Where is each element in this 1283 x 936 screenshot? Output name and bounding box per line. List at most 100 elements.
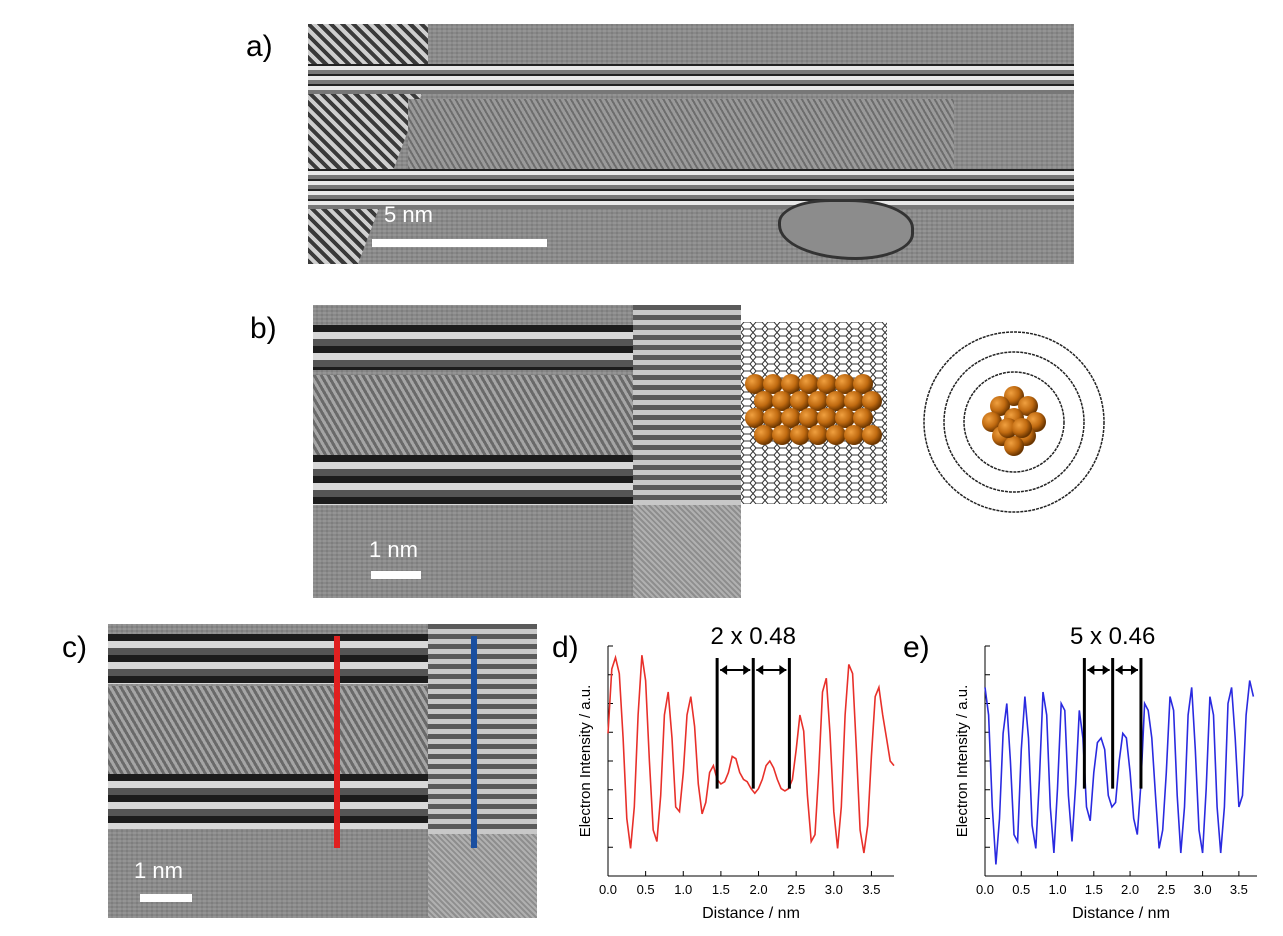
atom <box>853 408 873 428</box>
arrow-head <box>1130 665 1138 675</box>
arrow-head <box>756 665 764 675</box>
atom-cluster <box>745 374 882 445</box>
atom <box>754 391 774 411</box>
atom <box>844 425 864 445</box>
panel-label-d: d) <box>552 631 579 664</box>
nanotube-core <box>313 375 633 460</box>
atom <box>790 391 810 411</box>
spacing-annotation: 5 x 0.46 <box>1070 623 1155 650</box>
x-tick-label: 2.5 <box>787 882 805 897</box>
x-tick-label: 0.5 <box>1012 882 1030 897</box>
atom <box>772 425 792 445</box>
atom <box>835 374 855 394</box>
x-tick-label: 3.5 <box>1230 882 1248 897</box>
atom <box>1018 396 1038 416</box>
atom <box>781 408 801 428</box>
chart-d: 0.0 0.5 1.0 1.5 2.0 2.5 3.0 3.5 Distance / nm Ele… <box>577 623 895 922</box>
series-line <box>607 654 895 854</box>
vacuum-region <box>428 834 537 918</box>
tem-image-a: 5 nm <box>308 24 1074 264</box>
nanotube-core <box>408 99 954 169</box>
atom <box>844 391 864 411</box>
atom <box>817 408 837 428</box>
atom <box>808 425 828 445</box>
x-tick-label: 3.0 <box>825 882 843 897</box>
vacuum-region <box>633 505 741 598</box>
atom <box>853 374 873 394</box>
x-tick-label: 2.0 <box>1121 882 1139 897</box>
line-profile-blue <box>471 636 477 848</box>
tube-wall-middle <box>943 351 1085 493</box>
arrow-head <box>1115 665 1123 675</box>
x-tick-label: 0.0 <box>599 882 617 897</box>
x-tick-label: 3.0 <box>1194 882 1212 897</box>
x-tick-label: 0.0 <box>976 882 994 897</box>
atom <box>862 391 882 411</box>
x-tick-label: 0.5 <box>637 882 655 897</box>
arrow-head <box>743 665 751 675</box>
spacing-annotation: 2 x 0.48 <box>711 623 796 650</box>
atom <box>990 396 1010 416</box>
atom <box>799 374 819 394</box>
x-tick-label: 2.0 <box>749 882 767 897</box>
nanotube-wall-bottom <box>313 455 633 505</box>
x-axis-label: Distance / nm <box>1072 905 1170 922</box>
atom <box>763 374 783 394</box>
x-axis-label: Distance / nm <box>702 905 800 922</box>
nanotube-wall-bottom <box>108 774 428 829</box>
scale-label-c: 1 nm <box>134 858 183 883</box>
x-tick-label: 1.0 <box>674 882 692 897</box>
panel-label-c: c) <box>62 631 87 664</box>
scale-label-a: 5 nm <box>384 202 433 227</box>
scale-bar-a <box>372 239 547 247</box>
atom <box>826 425 846 445</box>
series-line <box>984 680 1255 865</box>
atom <box>1012 418 1032 438</box>
molecular-model-side <box>741 322 887 504</box>
scale-label-b: 1 nm <box>369 537 418 562</box>
atom <box>1004 386 1024 406</box>
x-tick-label: 3.5 <box>862 882 880 897</box>
debris-blob <box>778 199 914 260</box>
nanotube-wall-top <box>108 634 428 684</box>
atom <box>790 425 810 445</box>
y-axis-label: Electron Intensity / a.u. <box>577 685 594 838</box>
arrow-head <box>779 665 787 675</box>
atom <box>982 412 1002 432</box>
atom <box>799 408 819 428</box>
nanotube-wall-top <box>313 325 633 370</box>
arrow-head <box>1102 665 1110 675</box>
atom <box>808 391 828 411</box>
atom <box>817 374 837 394</box>
atom <box>835 408 855 428</box>
tube-wall-outer <box>923 331 1105 513</box>
panel-label-a: a) <box>246 30 273 63</box>
x-tick-label: 1.5 <box>712 882 730 897</box>
tem-image-b: 1 nm <box>313 305 633 598</box>
x-tick-label: 2.5 <box>1157 882 1175 897</box>
scale-bar-c <box>140 894 192 902</box>
x-tick-label: 1.0 <box>1048 882 1066 897</box>
atom <box>763 408 783 428</box>
atom <box>998 418 1018 438</box>
arrow-head <box>720 665 728 675</box>
atom <box>772 391 792 411</box>
simulated-image-b <box>633 305 741 598</box>
nanotube-core <box>108 686 428 776</box>
atom <box>1004 436 1024 456</box>
scale-bar-b <box>371 571 421 579</box>
line-profile-red <box>334 636 340 848</box>
atom <box>745 374 765 394</box>
atom <box>745 408 765 428</box>
panel-label-e: e) <box>903 631 930 664</box>
molecular-model-cross-section <box>923 331 1105 513</box>
atom <box>862 425 882 445</box>
atom <box>781 374 801 394</box>
y-axis-label: Electron Intensity / a.u. <box>954 685 971 838</box>
atom <box>754 425 774 445</box>
simulated-image-c <box>428 624 537 918</box>
arrow-head <box>1087 665 1095 675</box>
nanotube-wall-top <box>308 64 1074 94</box>
atom <box>826 391 846 411</box>
tube-wall-inner <box>963 371 1065 473</box>
